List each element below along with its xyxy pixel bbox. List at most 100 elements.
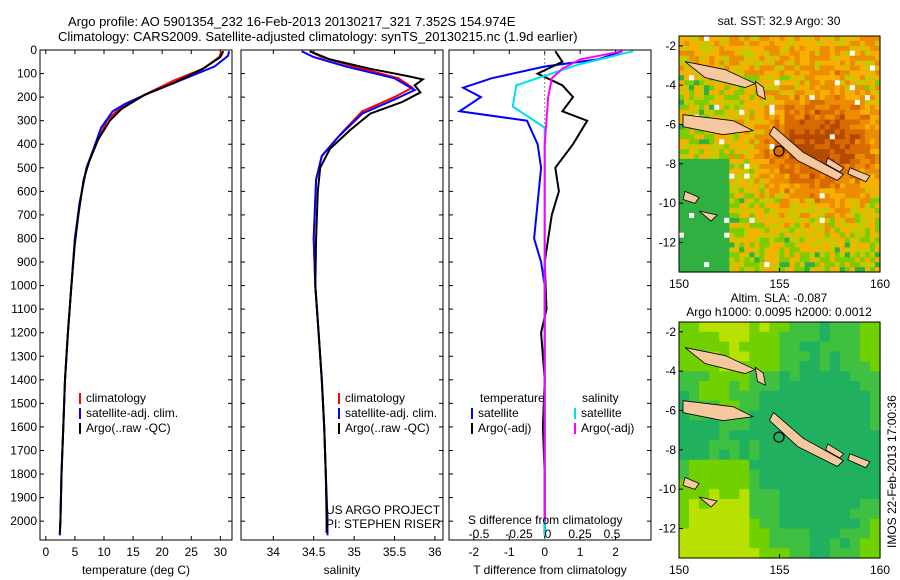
map-cell [819,154,826,160]
map-cell [849,203,856,209]
map-cell [829,322,841,333]
map-cell [689,129,695,135]
map-cell [829,252,836,258]
map-cell [794,124,801,130]
map-cell [714,134,720,140]
map-cell [829,508,841,520]
map-cell [819,528,831,539]
map-cell [759,45,765,52]
map-cell [854,203,861,209]
x-tick-label: 150 [669,563,689,577]
map-cell [739,119,745,126]
y-tick-label: -10 [659,482,677,496]
map-cell [849,183,856,189]
map-cell [819,139,826,145]
map-cell [875,198,881,204]
map-cell [729,158,735,165]
map-cell [834,104,841,111]
map-cell [769,351,781,362]
map-cell [794,75,801,81]
map-cell [709,262,715,268]
map-cell [689,381,700,392]
map-cell [729,40,735,47]
map-cell [734,242,740,248]
map-cell [729,55,735,62]
map-cell [699,508,710,520]
map-cell [694,247,700,253]
map-cell [759,114,765,121]
map-cell [679,237,685,244]
map-cell [714,208,720,214]
map-cell [789,203,796,209]
map-cell [774,213,781,219]
map-cell [689,518,700,530]
map-cell [870,134,876,140]
map-cell [854,119,861,126]
map-cell [739,469,750,480]
map-cell [694,99,700,106]
map-cell [844,124,851,130]
map-cell [870,104,876,111]
map-cell [764,188,770,194]
map-cell [699,232,705,239]
map-cell [719,341,730,353]
map-cell [799,198,806,204]
map-cell [699,183,705,189]
map-cell [739,440,750,451]
map-cell [769,538,781,549]
map-cell [679,124,685,130]
map-cell [834,65,841,71]
map-cell [854,154,861,160]
map-cell [864,36,871,42]
island-shape [754,366,766,386]
map-cell [769,109,776,116]
map-cell [870,168,876,175]
map-cell [834,85,841,91]
map-cell [684,45,690,52]
map-cell [719,173,725,180]
map-cell [754,183,760,189]
map-cell [684,163,690,170]
map-cell [859,538,871,549]
map-cell [819,114,826,121]
island-shape [825,443,845,459]
map-cell [749,90,755,96]
map-cell [689,341,700,353]
map-cell [789,173,796,180]
map-cell [724,50,730,57]
map-cell [759,213,765,219]
x-tick-label: 155 [769,277,789,291]
map-cell [819,479,831,490]
map-cell [709,489,720,500]
map-cell [819,322,831,333]
map-cell [709,60,715,67]
x-tick-label: 35.5 [383,545,407,559]
map-cell [814,237,821,244]
map-cell [744,237,750,244]
map-cell [809,85,816,91]
y-tick-label: 1500 [10,396,37,410]
map-cell [804,50,811,57]
map-cell [689,361,700,372]
map-cell [734,213,740,219]
map-cell [829,361,841,372]
map-cell [849,331,861,343]
map-cell [694,168,700,175]
map-cell [809,149,816,155]
map-cell [774,158,781,165]
map-cell [854,85,861,91]
map-cell [779,36,786,42]
map-cell [809,80,816,86]
map-cell [764,45,770,52]
x-tick-label: 5 [72,545,79,559]
map-cell [875,217,881,224]
map-cell [859,80,866,86]
series-line-magenta [543,50,623,522]
map-cell [834,217,841,224]
map-cell [694,60,700,67]
map-cell [844,65,851,71]
legend-label: Argo(-adj) [581,421,634,435]
map-cell [759,158,765,165]
map-cell [769,203,776,209]
map-cell [809,322,821,333]
